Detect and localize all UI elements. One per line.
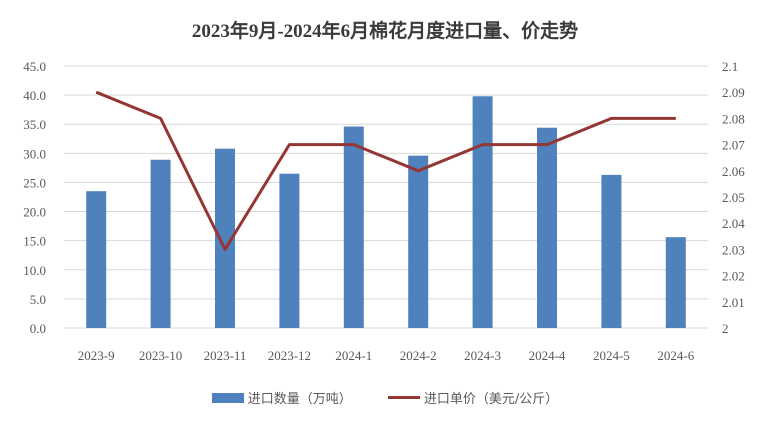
x-tick-label: 2023-9 xyxy=(78,348,115,363)
bar xyxy=(472,96,493,328)
bar xyxy=(408,155,429,328)
right-axis: 2 2.01 2.02 2.03 2.04 2.05 2.06 2.07 2.08 2.09 2.1 xyxy=(722,59,745,336)
bar xyxy=(665,237,686,328)
right-tick-label: 2.1 xyxy=(722,59,738,74)
left-tick-label: 15.0 xyxy=(23,234,46,249)
gridlines xyxy=(64,65,708,329)
right-tick-label: 2.02 xyxy=(722,269,745,284)
bar xyxy=(86,191,107,328)
line-swatch-icon xyxy=(387,396,420,399)
x-tick-label: 2023-10 xyxy=(139,348,182,363)
x-tick-label: 2024-5 xyxy=(593,348,630,363)
x-tick-label: 2023-12 xyxy=(268,348,311,363)
left-tick-label: 45.0 xyxy=(23,59,46,74)
right-tick-label: 2.01 xyxy=(722,295,745,310)
left-tick-label: 0.0 xyxy=(30,321,46,336)
legend-line-label: 进口单价（美元/公斤） xyxy=(423,392,559,407)
bar-series xyxy=(86,96,686,329)
right-tick-label: 2.04 xyxy=(722,216,745,231)
x-tick-label: 2024-1 xyxy=(335,348,372,363)
left-tick-label: 5.0 xyxy=(30,292,46,307)
left-tick-label: 40.0 xyxy=(23,88,46,103)
right-tick-label: 2.08 xyxy=(722,111,745,126)
bar xyxy=(343,126,364,328)
left-tick-label: 10.0 xyxy=(23,263,46,278)
left-tick-label: 35.0 xyxy=(23,117,46,132)
left-tick-label: 20.0 xyxy=(23,205,46,220)
legend: 进口数量（万吨） 进口单价（美元/公斤） xyxy=(0,388,770,407)
x-tick-label: 2024-3 xyxy=(464,348,501,363)
bar-swatch-icon xyxy=(211,392,244,403)
legend-item-bar: 进口数量（万吨） xyxy=(211,388,352,407)
x-axis: 2023-9 2023-10 2023-11 2023-12 2024-1 2024-2 2… xyxy=(78,348,695,363)
x-tick-label: 2024-4 xyxy=(529,348,566,363)
right-tick-label: 2.06 xyxy=(722,164,745,179)
right-tick-label: 2.07 xyxy=(722,138,745,153)
x-tick-label: 2024-2 xyxy=(400,348,437,363)
right-tick-label: 2.03 xyxy=(722,242,745,257)
bar xyxy=(537,127,557,329)
chart-title: 2023年9月-2024年6月棉花月度进口量、价走势 xyxy=(191,21,579,42)
left-tick-label: 30.0 xyxy=(23,146,46,161)
bar xyxy=(601,174,622,328)
legend-item-line: 进口单价（美元/公斤） xyxy=(387,388,559,407)
right-tick-label: 2 xyxy=(722,321,729,336)
line-series xyxy=(95,90,676,251)
price-line xyxy=(95,90,676,251)
left-tick-label: 25.0 xyxy=(23,175,46,190)
x-tick-label: 2023-11 xyxy=(204,348,247,363)
legend-bar-label: 进口数量（万吨） xyxy=(247,392,352,407)
bar xyxy=(279,173,300,328)
right-tick-label: 2.09 xyxy=(722,85,745,100)
left-axis: 0.0 5.0 10.0 15.0 20.0 25.0 30.0 35.0 40.0 45.0 xyxy=(23,59,46,336)
right-tick-label: 2.05 xyxy=(722,190,745,205)
bar xyxy=(215,148,235,328)
bar xyxy=(150,159,171,328)
x-tick-label: 2024-6 xyxy=(657,348,694,363)
